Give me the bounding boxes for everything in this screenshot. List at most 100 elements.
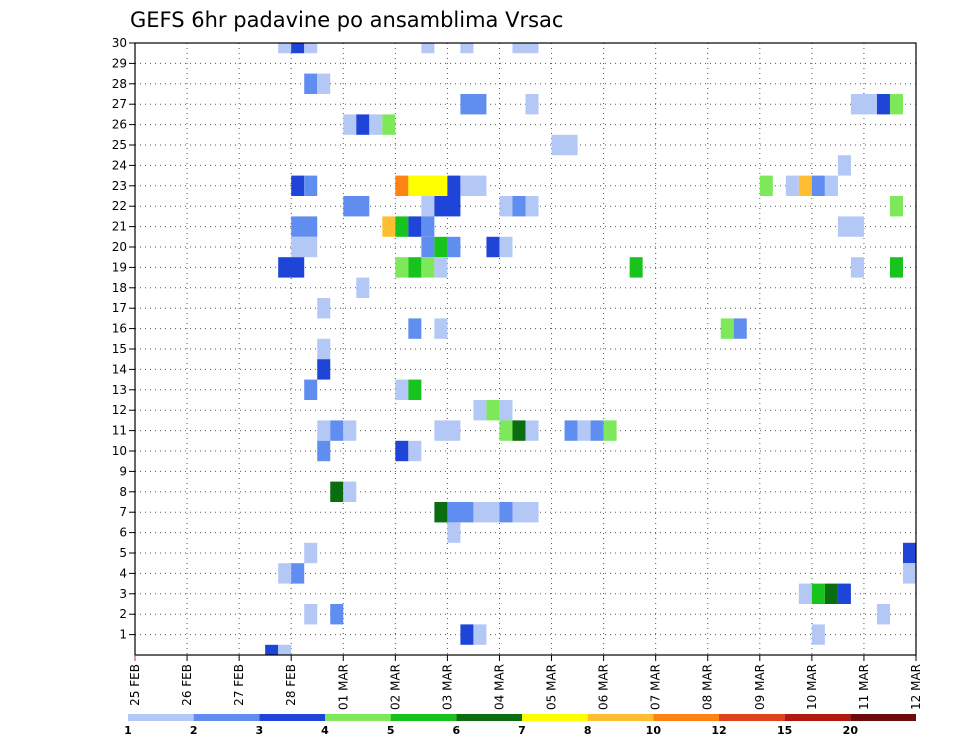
y-tick-label: 21 [112,220,127,234]
colorbar-label: 15 [777,724,792,737]
colorbar-label: 5 [387,724,395,737]
heatmap-cell [356,114,370,135]
x-tick-label: 04 MAR [492,664,506,710]
heatmap-cell [759,175,773,196]
heatmap-cell [421,257,435,278]
y-tick-label: 3 [119,587,127,601]
colorbar-swatch [850,714,916,721]
heatmap-cell [356,277,370,298]
y-tick-label: 27 [112,97,127,111]
heatmap-cell [850,257,864,278]
colorbar-label: 10 [646,724,662,737]
colorbar-swatch [719,714,785,721]
colorbar-swatch [653,714,719,721]
y-tick-label: 20 [112,240,127,254]
heatmap-cell [902,542,916,564]
x-tick-label: 11 MAR [857,664,871,710]
heatmap-cell [421,216,435,237]
heatmap-cell [408,216,422,237]
heatmap-cell [395,175,409,196]
colorbar-label: 3 [256,724,264,737]
x-tick-label: 10 MAR [805,664,819,710]
heatmap-cell [512,43,539,54]
heatmap-cell [499,236,513,258]
y-tick-label: 9 [119,464,127,478]
y-tick-label: 15 [112,342,127,356]
heatmap-cell [291,175,305,196]
heatmap-cell [395,257,409,278]
heatmap-cell [811,175,825,196]
heatmap-cell [460,94,487,115]
heatmap-cell [434,236,448,258]
heatmap-cell [395,440,409,462]
x-tick-label: 08 MAR [701,664,715,710]
heatmap-cell [720,318,734,339]
y-tick-label: 26 [112,118,127,132]
heatmap-cell [824,583,838,604]
heatmap-cell [811,624,825,645]
heatmap-cell [330,604,344,625]
x-tick-label: 01 MAR [336,664,350,710]
heatmap-cell [343,420,357,441]
heatmap-cell [330,420,344,441]
y-tick-label: 16 [112,322,127,336]
colorbar-label: 20 [843,724,859,737]
colorbar-swatch [193,714,260,721]
heatmap-cell [590,420,604,441]
y-tick-label: 17 [112,301,127,315]
colorbar-label: 8 [584,724,592,737]
colorbar: 1 2 3 4 5 6 7 8 10 12 15 20 [124,714,916,737]
heatmap-cell [512,196,526,217]
heatmap-cell [408,440,422,462]
colorbar-label: 12 [711,724,726,737]
heatmap-cell [876,94,890,115]
y-tick-label: 14 [112,362,127,376]
y-tick-label: 8 [119,485,127,499]
y-tick-label: 1 [119,628,127,642]
heatmap-cell [837,583,851,604]
y-tick-label: 22 [112,199,127,213]
y-tick-label: 2 [119,607,127,621]
y-tick-label: 18 [112,281,127,295]
y-tick-label: 13 [112,383,127,397]
grid [135,43,916,655]
heatmap-cell [512,502,539,523]
y-tick-label: 11 [112,424,127,438]
heatmap-cell [798,175,812,196]
heatmap-cell [460,43,474,54]
y-tick-label: 30 [112,36,127,50]
heatmap-cell [811,583,825,604]
colorbar-swatch [784,714,851,721]
heatmap-cell [304,73,318,94]
heatmap-cell [304,379,318,400]
heatmap-cell [408,257,422,278]
heatmap-cell [408,379,422,400]
heatmap-cell [343,481,357,502]
heatmap-cell [629,257,643,278]
x-tick-label: 09 MAR [753,664,767,710]
heatmap-cell [447,522,461,543]
y-tick-label: 5 [119,546,127,560]
x-tick-label: 02 MAR [388,664,402,710]
heatmap-cell [850,94,877,115]
colorbar-swatch [522,714,588,721]
heatmap-cell [824,175,838,196]
heatmap-cell [499,196,513,217]
heatmap-cell [330,481,344,502]
y-tick-label: 10 [112,444,127,458]
y-tick-label: 6 [119,526,127,540]
heatmap-cell [304,542,318,564]
heatmap-cell [304,43,318,54]
heatmap-cell [551,134,578,156]
x-tick-label: 05 MAR [545,664,559,710]
y-tick-label: 25 [112,138,127,152]
heatmap-cell [525,94,539,115]
heatmap-cell [304,604,318,625]
y-tick-label: 24 [112,158,127,172]
y-tick-label: 23 [112,179,127,193]
x-tick-label: 06 MAR [597,664,611,710]
colorbar-swatch [128,714,194,721]
colorbar-swatch [587,714,654,721]
heatmap-cell [473,400,487,421]
